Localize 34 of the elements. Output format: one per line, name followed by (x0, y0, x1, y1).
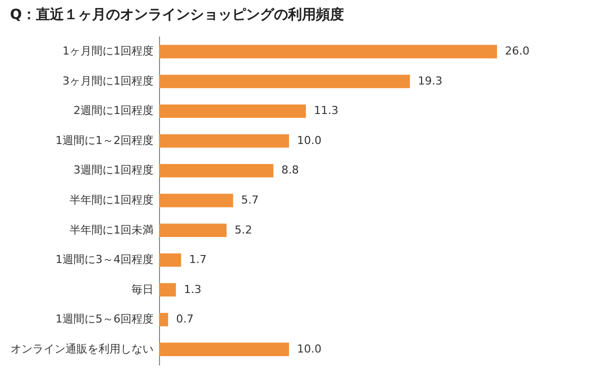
bar (159, 164, 274, 178)
y-tick-label: 1週間に5～6回程度 (56, 312, 154, 326)
y-tick-label: 半年間に1回未満 (70, 223, 154, 236)
data-label: 5.2 (234, 223, 252, 236)
bar (159, 283, 176, 297)
bar (159, 104, 306, 118)
bar (159, 134, 289, 148)
y-tick-label: 半年間に1回程度 (70, 194, 154, 206)
y-tick-label: 3週間に1回程度 (74, 164, 154, 177)
bar (159, 224, 227, 237)
bar (159, 44, 497, 58)
y-tick-label: 3ヶ月間に1回程度 (62, 74, 154, 88)
y-tick-label: 1週間に3～4回程度 (56, 253, 154, 266)
y-tick-label: 1週間に1～2回程度 (56, 134, 154, 147)
y-tick-label: 1ヶ月間に1回程度 (62, 44, 154, 58)
data-label: 10.0 (297, 342, 322, 356)
chart-title: Q：直近１ヶ月のオンラインショッピングの利用頻度 (10, 6, 344, 23)
bar (159, 312, 168, 326)
data-label: 8.8 (281, 164, 299, 177)
data-label: 19.3 (418, 74, 442, 88)
data-label: 1.3 (184, 282, 202, 296)
data-label: 11.3 (314, 104, 338, 118)
y-tick-label: 毎日 (132, 282, 154, 296)
data-label: 1.7 (189, 253, 207, 266)
y-tick-label: オンライン通販を利用しない (10, 342, 154, 356)
data-label: 26.0 (505, 44, 530, 58)
data-label: 0.7 (176, 312, 194, 326)
data-label: 5.7 (241, 194, 259, 206)
bar (159, 194, 234, 208)
bar (159, 253, 182, 267)
y-tick-label: 2週間に1回程度 (74, 104, 154, 118)
bar (159, 74, 410, 88)
data-label: 10.0 (297, 134, 322, 147)
bar (159, 342, 289, 356)
